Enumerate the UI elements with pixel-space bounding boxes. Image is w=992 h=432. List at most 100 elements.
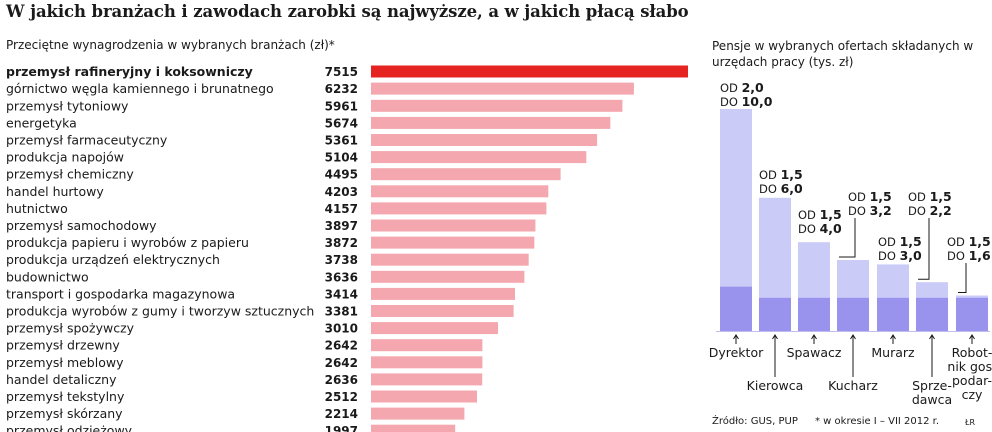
salary-bar — [371, 134, 598, 146]
pension-bar-chart: OD 2,0DO 10,0 Dyrektor OD 1,5 DO 6,0 Kierowc… — [709, 80, 992, 407]
pension-category-label: Murarz — [871, 345, 915, 360]
salary-bar — [371, 356, 483, 369]
salary-value-label: 5361 — [325, 134, 358, 148]
pension-min-label: OD 1,5 — [798, 207, 842, 222]
pension-max-label: DO 3,0 — [878, 248, 922, 263]
pension-category-label: Spawacz — [787, 345, 842, 360]
salary-bar — [371, 253, 529, 266]
pension-category-label: Kucharz — [828, 378, 878, 393]
salary-row-label: górnictwo węgla kamiennego i brunatnego — [6, 81, 274, 96]
salary-bar — [371, 407, 465, 420]
salary-row-label: budownictwo — [6, 269, 89, 284]
salary-row-label: przemysł rafineryjny i koksowniczy — [6, 64, 253, 79]
salary-value-label: 3414 — [325, 287, 358, 301]
salary-value-label: 1997 — [325, 424, 358, 432]
salary-bar — [371, 322, 498, 335]
salary-row-label: przemysł meblowy — [6, 355, 124, 370]
salary-row-label: przemysł skórzany — [6, 406, 123, 421]
pension-range-lower — [916, 297, 948, 331]
salary-row-label: przemysł odzieżowy — [6, 423, 133, 432]
salary-value-label: 2636 — [325, 373, 358, 387]
pension-range-upper — [798, 242, 830, 298]
pension-range-lower — [956, 297, 988, 331]
footnote: * w okresie I – VII 2012 r. — [815, 416, 940, 427]
category-pointer-head — [772, 334, 778, 340]
salary-row-label: przemysł farmaceutyczny — [6, 133, 168, 148]
pension-min-label: OD 1,5 — [878, 234, 922, 249]
salary-row-label: produkcja papieru i wyrobów z papieru — [6, 235, 249, 250]
pension-range-upper — [877, 264, 909, 298]
salary-bar — [371, 270, 525, 283]
pension-max-label: DO 1,6 — [947, 248, 991, 263]
author-credit: ŁR — [965, 418, 976, 427]
category-pointer-head — [733, 334, 739, 340]
salary-value-label: 5674 — [325, 116, 358, 130]
salary-row-label: hutnictwo — [6, 201, 68, 216]
salary-bar — [371, 390, 477, 403]
pension-max-label: DO 4,0 — [798, 221, 842, 236]
salary-bar — [371, 219, 536, 232]
salary-bar — [371, 373, 483, 386]
salary-chart-title: Przeciętne wynagrodzenia w wybranych bra… — [6, 38, 335, 52]
salary-value-label: 5961 — [325, 99, 358, 113]
salary-value-label: 3636 — [325, 270, 358, 284]
salary-value-label: 3897 — [325, 219, 358, 233]
pension-range-lower — [798, 297, 830, 331]
pension-min-label: OD 1,5 — [947, 234, 991, 249]
pension-max-label: DO 6,0 — [759, 181, 803, 196]
pension-range-lower — [837, 297, 869, 331]
salary-value-label: 2642 — [325, 356, 358, 370]
salary-row-label: przemysł drzewny — [6, 338, 120, 353]
salary-bar — [371, 99, 623, 112]
pension-min-label: OD 1,5 — [848, 189, 892, 204]
salary-value-label: 4495 — [325, 168, 358, 182]
salary-row-label: przemysł tytoniowy — [6, 98, 129, 113]
salary-row-label: transport i gospodarka magazynowa — [6, 286, 235, 301]
category-pointer-head — [969, 334, 975, 340]
salary-bar — [371, 185, 549, 198]
pension-category-label: Dyrektor — [709, 345, 764, 360]
pension-range-upper — [759, 197, 791, 298]
pension-chart-title: Pensje w wybranych ofertach składanych w… — [712, 39, 974, 69]
salary-bar — [371, 287, 515, 300]
salary-value-label: 4203 — [325, 185, 358, 199]
pension-max-label: DO 10,0 — [720, 94, 773, 109]
pension-range-upper — [916, 282, 948, 298]
salary-value-label: 6232 — [325, 82, 358, 96]
salary-bar-chart: przemysł rafineryjny i koksowniczy 7515 gó… — [6, 64, 688, 432]
salary-value-label: 5104 — [325, 151, 358, 165]
pension-range-lower — [877, 297, 909, 331]
pension-max-label: DO 2,2 — [908, 203, 952, 218]
salary-bar — [371, 236, 535, 249]
salary-value-label: 3738 — [325, 253, 358, 267]
salary-bar — [371, 305, 514, 317]
pension-range-upper — [720, 109, 752, 287]
pension-range-lower — [759, 297, 791, 331]
salary-bar — [371, 65, 688, 78]
salary-bar — [371, 202, 547, 215]
pension-min-label: OD 2,0 — [720, 80, 764, 95]
pension-range-upper — [837, 260, 869, 298]
pension-category-label: Kierowca — [747, 378, 804, 393]
category-pointer-head — [929, 334, 935, 340]
salary-value-label: 3872 — [325, 236, 358, 250]
category-pointer-head — [890, 334, 896, 340]
salary-row-label: przemysł spożywczy — [6, 321, 135, 336]
salary-bar — [371, 82, 634, 95]
salary-bar — [371, 116, 611, 129]
salary-row-label: przemysł tekstylny — [6, 389, 125, 404]
annotation-leader-line — [958, 263, 967, 293]
pension-max-label: DO 3,2 — [848, 203, 892, 218]
salary-row-label: przemysł chemiczny — [6, 167, 134, 182]
salary-value-label: 2642 — [325, 339, 358, 353]
salary-value-label: 2512 — [325, 390, 358, 404]
pension-range-lower — [720, 286, 752, 331]
pension-category-label: Robot-nik gos-podar-czy — [947, 345, 992, 402]
salary-bar — [371, 168, 561, 181]
category-pointer-head — [850, 334, 856, 340]
salary-row-label: energetyka — [6, 115, 77, 130]
salary-row-label: produkcja napojów — [6, 150, 124, 165]
source-note: Źródło: GUS, PUP — [712, 416, 798, 427]
salary-row-label: handel hurtowy — [6, 184, 104, 199]
